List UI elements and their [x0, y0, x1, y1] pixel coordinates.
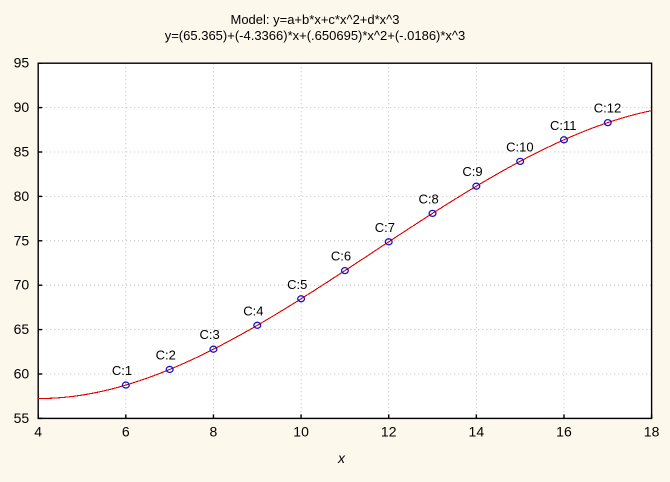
svg-text:12: 12 [381, 423, 397, 439]
svg-text:4: 4 [34, 423, 42, 439]
svg-text:6: 6 [122, 423, 130, 439]
svg-text:60: 60 [14, 366, 30, 382]
svg-text:C:7: C:7 [375, 220, 395, 235]
svg-text:C:8: C:8 [419, 191, 439, 206]
svg-text:55: 55 [14, 410, 30, 426]
svg-text:80: 80 [14, 188, 30, 204]
svg-text:C:1: C:1 [112, 363, 132, 378]
svg-text:C:11: C:11 [550, 118, 577, 133]
svg-text:C:12: C:12 [594, 101, 621, 116]
svg-text:70: 70 [14, 277, 30, 293]
svg-text:C:3: C:3 [199, 327, 219, 342]
svg-text:C:6: C:6 [331, 249, 351, 264]
svg-text:C:2: C:2 [156, 347, 176, 362]
svg-text:14: 14 [469, 423, 485, 439]
svg-text:65: 65 [14, 321, 30, 337]
svg-text:C:5: C:5 [287, 277, 307, 292]
svg-text:10: 10 [293, 423, 309, 439]
svg-text:95: 95 [14, 55, 30, 71]
svg-text:C:9: C:9 [462, 164, 482, 179]
svg-text:18: 18 [644, 423, 660, 439]
svg-text:C:10: C:10 [506, 139, 533, 154]
svg-text:C:4: C:4 [243, 303, 263, 318]
svg-text:8: 8 [210, 423, 218, 439]
svg-text:90: 90 [14, 99, 30, 115]
svg-text:16: 16 [556, 423, 572, 439]
svg-text:85: 85 [14, 144, 30, 160]
svg-text:75: 75 [14, 232, 30, 248]
